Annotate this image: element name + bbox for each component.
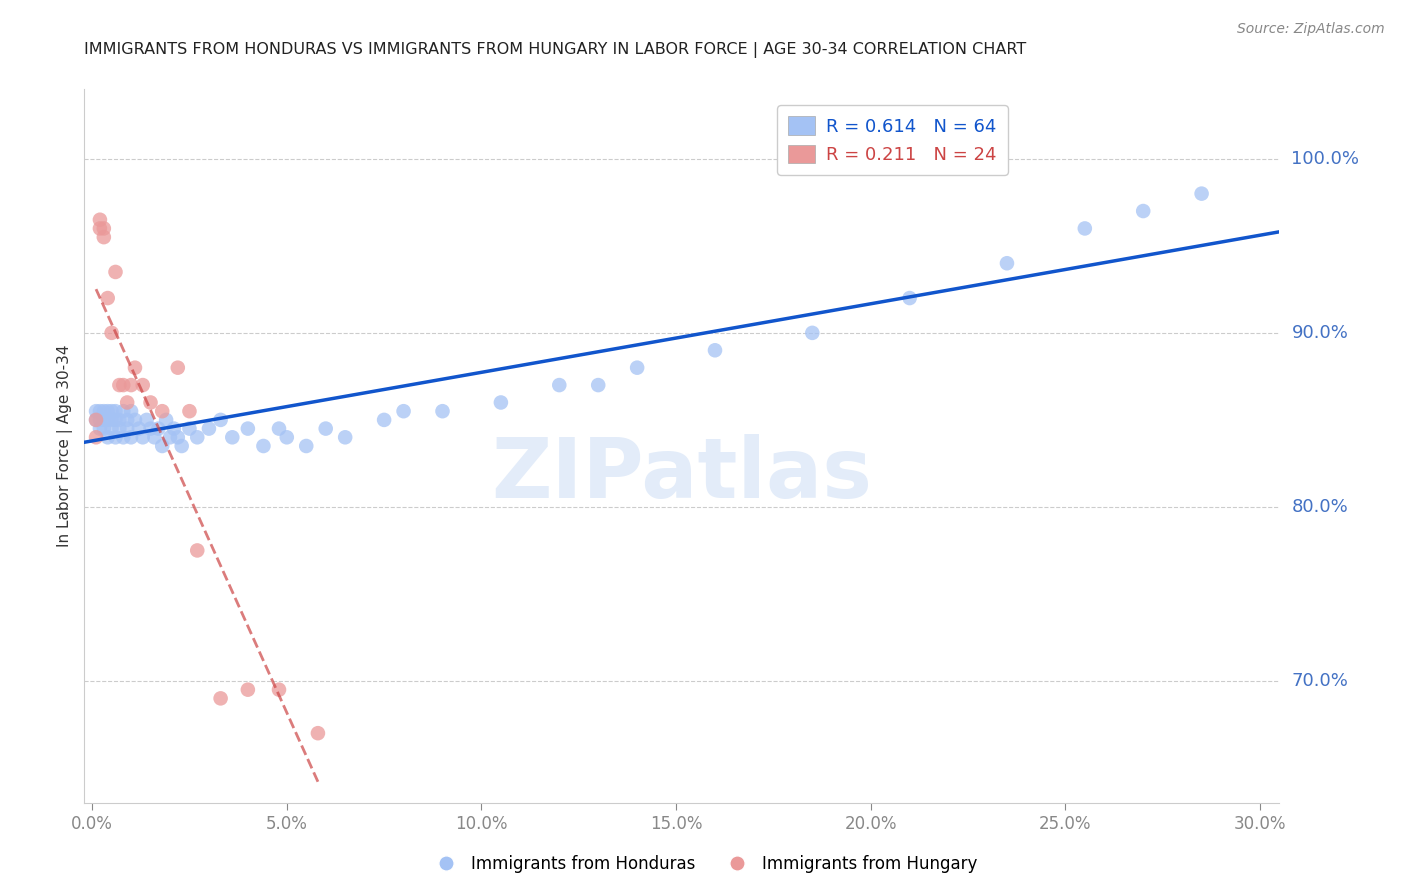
Point <box>148 421 170 435</box>
Text: Source: ZipAtlas.com: Source: ZipAtlas.com <box>1237 22 1385 37</box>
Point <box>139 395 162 409</box>
Legend: Immigrants from Honduras, Immigrants from Hungary: Immigrants from Honduras, Immigrants fro… <box>422 848 984 880</box>
Point <box>112 378 135 392</box>
Point <box>1074 221 1097 235</box>
Point <box>100 404 122 418</box>
Text: 70.0%: 70.0% <box>1291 672 1348 690</box>
Point <box>108 421 131 435</box>
Point <box>307 726 329 740</box>
Text: 80.0%: 80.0% <box>1291 498 1348 516</box>
Point <box>97 291 120 305</box>
Point <box>132 430 155 444</box>
Point <box>209 691 232 706</box>
Point <box>89 221 111 235</box>
Point <box>104 265 127 279</box>
Point <box>150 439 173 453</box>
Point <box>335 430 357 444</box>
Point <box>159 430 181 444</box>
Point <box>115 421 138 435</box>
Point <box>104 404 127 418</box>
Legend: R = 0.614   N = 64, R = 0.211   N = 24: R = 0.614 N = 64, R = 0.211 N = 24 <box>778 105 1008 175</box>
Point <box>89 421 111 435</box>
Point <box>315 421 337 435</box>
Point <box>93 404 115 418</box>
Point <box>97 413 120 427</box>
Point <box>115 395 138 409</box>
Point <box>236 682 259 697</box>
Point <box>97 404 120 418</box>
Point <box>84 413 107 427</box>
Point <box>626 360 648 375</box>
Point <box>93 221 115 235</box>
Point <box>120 378 142 392</box>
Point <box>704 343 727 358</box>
Point <box>84 413 107 427</box>
Point <box>100 421 122 435</box>
Point <box>124 413 146 427</box>
Point <box>100 413 122 427</box>
Point <box>104 430 127 444</box>
Text: ZIPatlas: ZIPatlas <box>492 434 872 515</box>
Point <box>100 326 122 340</box>
Point <box>586 378 609 392</box>
Point <box>97 430 120 444</box>
Y-axis label: In Labor Force | Age 30-34: In Labor Force | Age 30-34 <box>58 344 73 548</box>
Point <box>163 421 186 435</box>
Point <box>186 430 208 444</box>
Point <box>221 430 243 444</box>
Point <box>139 421 162 435</box>
Point <box>120 404 142 418</box>
Point <box>155 413 177 427</box>
Point <box>179 404 201 418</box>
Point <box>209 413 232 427</box>
Point <box>143 430 166 444</box>
Point <box>373 413 395 427</box>
Point <box>115 413 138 427</box>
Point <box>108 413 131 427</box>
Point <box>104 413 127 427</box>
Point <box>166 360 188 375</box>
Point <box>276 430 298 444</box>
Point <box>128 421 150 435</box>
Point <box>995 256 1018 270</box>
Point <box>89 212 111 227</box>
Point <box>120 430 142 444</box>
Text: 100.0%: 100.0% <box>1291 150 1360 168</box>
Point <box>548 378 571 392</box>
Point <box>112 404 135 418</box>
Point <box>93 421 115 435</box>
Point <box>150 404 173 418</box>
Point <box>1132 204 1154 219</box>
Point <box>132 378 155 392</box>
Point <box>186 543 208 558</box>
Point <box>267 682 290 697</box>
Point <box>135 413 157 427</box>
Point <box>1191 186 1213 201</box>
Point <box>166 430 188 444</box>
Point <box>252 439 274 453</box>
Point <box>93 413 115 427</box>
Point <box>432 404 454 418</box>
Point <box>489 395 512 409</box>
Text: IMMIGRANTS FROM HONDURAS VS IMMIGRANTS FROM HUNGARY IN LABOR FORCE | AGE 30-34 C: IMMIGRANTS FROM HONDURAS VS IMMIGRANTS F… <box>84 42 1026 58</box>
Point <box>236 421 259 435</box>
Text: 90.0%: 90.0% <box>1291 324 1348 342</box>
Point <box>112 430 135 444</box>
Point <box>170 439 193 453</box>
Point <box>84 404 107 418</box>
Point <box>801 326 824 340</box>
Point <box>198 421 221 435</box>
Point <box>392 404 415 418</box>
Point <box>124 360 146 375</box>
Point <box>89 404 111 418</box>
Point <box>179 421 201 435</box>
Point <box>267 421 290 435</box>
Point <box>295 439 318 453</box>
Point <box>84 430 107 444</box>
Point <box>108 378 131 392</box>
Point <box>89 413 111 427</box>
Point <box>93 230 115 244</box>
Point <box>898 291 921 305</box>
